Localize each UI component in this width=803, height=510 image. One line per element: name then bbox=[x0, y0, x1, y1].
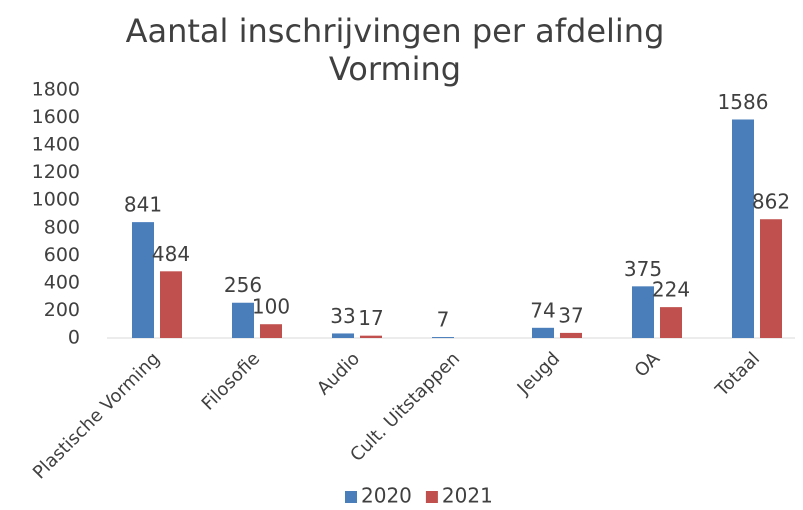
legend-label: 2021 bbox=[442, 484, 493, 508]
y-tick-label: 200 bbox=[44, 299, 80, 321]
data-label: 7 bbox=[437, 308, 450, 332]
x-tick-label: Jeugd bbox=[513, 348, 564, 399]
data-label: 74 bbox=[530, 298, 555, 322]
bar bbox=[132, 222, 154, 338]
y-tick-label: 1800 bbox=[32, 79, 80, 101]
bar bbox=[432, 337, 454, 339]
data-label: 37 bbox=[558, 303, 583, 327]
y-tick-label: 1600 bbox=[32, 106, 80, 128]
x-tick-label: OA bbox=[631, 348, 665, 382]
y-tick-label: 0 bbox=[68, 327, 80, 349]
bar bbox=[532, 327, 554, 338]
x-tick-label: Filosofie bbox=[198, 348, 264, 414]
x-tick-label: Plastische Vorming bbox=[29, 348, 164, 483]
y-tick-label: 1400 bbox=[32, 134, 80, 156]
legend-swatch bbox=[345, 491, 357, 503]
bar bbox=[360, 335, 382, 338]
chart-title: Aantal inschrijvingen per afdeling Vormi… bbox=[125, 12, 665, 88]
data-label: 100 bbox=[252, 295, 290, 319]
y-tick-label: 600 bbox=[44, 244, 80, 266]
data-label: 33 bbox=[330, 304, 355, 328]
x-tick-label: Totaal bbox=[711, 348, 764, 401]
data-label: 256 bbox=[224, 273, 262, 297]
bar bbox=[332, 333, 354, 338]
data-label: 1586 bbox=[718, 90, 769, 114]
y-tick-label: 1000 bbox=[32, 189, 80, 211]
x-tick-label: Cult. Uitstappen bbox=[346, 348, 464, 466]
data-label: 17 bbox=[358, 306, 383, 330]
bar bbox=[160, 271, 182, 338]
data-label: 841 bbox=[124, 193, 162, 217]
legend-label: 2020 bbox=[361, 484, 412, 508]
y-tick-label: 400 bbox=[44, 271, 80, 293]
bar bbox=[760, 219, 782, 338]
y-tick-label: 800 bbox=[44, 216, 80, 238]
x-tick-label: Audio bbox=[313, 348, 364, 399]
bar bbox=[232, 302, 254, 338]
data-label: 484 bbox=[152, 242, 190, 266]
data-label: 375 bbox=[624, 257, 662, 281]
bar bbox=[260, 324, 282, 338]
bar bbox=[660, 307, 682, 338]
y-tick-label: 1200 bbox=[32, 161, 80, 183]
bar bbox=[560, 332, 582, 338]
data-label: 224 bbox=[652, 278, 690, 302]
bar bbox=[732, 119, 754, 339]
legend-swatch bbox=[425, 491, 438, 503]
data-label: 862 bbox=[752, 190, 790, 214]
bar bbox=[632, 286, 654, 338]
